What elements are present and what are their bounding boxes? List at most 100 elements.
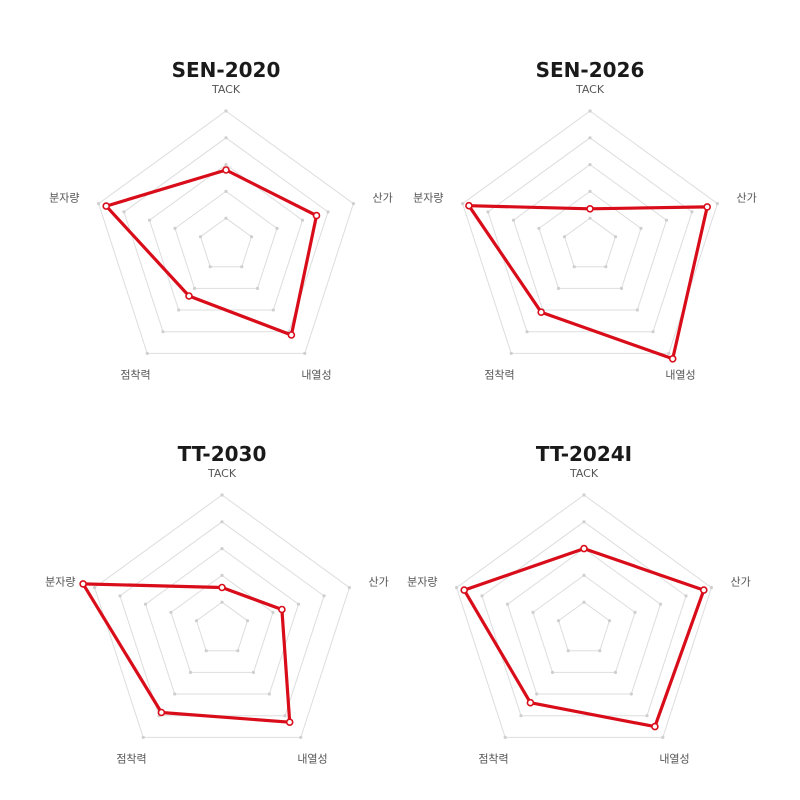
grid-dot xyxy=(598,649,602,653)
data-point xyxy=(285,718,294,727)
grid-dot xyxy=(122,210,126,214)
grid-dot xyxy=(651,330,655,334)
grid-dot xyxy=(588,163,592,167)
grid-dot xyxy=(224,189,228,193)
grid-dot xyxy=(658,602,663,606)
grid-dot xyxy=(505,602,510,606)
grid-dot xyxy=(667,351,671,355)
grid-dot xyxy=(531,610,535,614)
grid-dot xyxy=(509,351,513,355)
grid-dot xyxy=(173,692,177,696)
grid-dot xyxy=(220,573,224,577)
grid-dot xyxy=(588,109,592,113)
grid-dot xyxy=(709,586,713,590)
axis-label: 분자량 xyxy=(413,191,443,204)
grid-ring xyxy=(170,574,274,673)
axis-label: 내열성 xyxy=(297,753,327,766)
grid-dot xyxy=(635,308,639,312)
grid-dot xyxy=(519,714,523,718)
grid-dot xyxy=(645,714,649,718)
grid-dot xyxy=(461,202,465,206)
axis-label: TACK xyxy=(207,467,237,480)
grid-dot xyxy=(194,619,199,623)
grid-dot xyxy=(511,218,516,222)
grid-dot xyxy=(220,600,224,604)
grid-dot xyxy=(537,226,541,230)
data-point xyxy=(465,201,473,210)
grid-dot xyxy=(347,586,351,590)
grid-dot xyxy=(271,610,275,614)
grid-dot xyxy=(684,594,688,598)
grid-dot xyxy=(299,735,303,739)
chart-title: TT-2030 xyxy=(177,442,267,466)
data-point xyxy=(102,202,110,210)
grid-dot xyxy=(118,594,122,598)
grid-dot xyxy=(296,602,301,606)
data-point xyxy=(699,586,708,594)
grid-dot xyxy=(572,265,576,269)
grid-dot xyxy=(240,265,244,269)
grid-dot xyxy=(582,493,586,497)
data-point xyxy=(157,708,166,717)
grid-dot xyxy=(224,216,228,220)
grid-dot xyxy=(224,163,228,167)
data-point xyxy=(312,211,321,220)
grid-dot xyxy=(613,670,618,674)
grid-dot xyxy=(664,218,669,222)
series-line xyxy=(104,168,319,337)
data-point xyxy=(668,354,677,363)
axis-label: 산가 xyxy=(737,191,757,204)
grid-dot xyxy=(275,226,279,230)
axis-label: 분자량 xyxy=(407,575,437,588)
grid-dot xyxy=(556,286,561,290)
radar-panel: TACK 산가 내열성 점착력 분자량 TT-2030 xyxy=(0,384,396,784)
grid-dot xyxy=(192,286,197,290)
grid-dot xyxy=(582,600,586,604)
grid-dot xyxy=(303,351,307,355)
grid-ring xyxy=(144,547,300,695)
grid-dot xyxy=(300,218,305,222)
series-line xyxy=(467,204,709,361)
grid-dot xyxy=(161,330,165,334)
grid-ring xyxy=(94,494,350,738)
grid-dot xyxy=(566,649,570,653)
axis-label: 내열성 xyxy=(665,369,695,382)
grid-dot xyxy=(271,308,275,312)
axis-label: 산가 xyxy=(369,575,389,588)
grid-dot xyxy=(249,235,254,239)
grid-ring xyxy=(532,574,636,673)
grid-ring xyxy=(195,601,249,652)
data-point xyxy=(218,583,226,592)
grid-ring xyxy=(199,217,253,268)
data-point xyxy=(703,203,712,211)
grid-dot xyxy=(588,216,592,220)
grid-ring xyxy=(538,190,642,289)
grid-ring xyxy=(98,110,354,354)
series-line xyxy=(81,582,292,724)
grid-dot xyxy=(220,493,224,497)
grid-ring xyxy=(506,547,662,695)
grid-dot xyxy=(582,520,586,524)
grid-dot xyxy=(177,308,181,312)
grid-dot xyxy=(251,670,256,674)
grid-dot xyxy=(198,235,203,239)
grid-dot xyxy=(604,265,608,269)
axis-label: 내열성 xyxy=(659,753,689,766)
grid-dot xyxy=(283,714,287,718)
grid-ring xyxy=(456,494,712,738)
data-point xyxy=(222,166,230,174)
grid-dot xyxy=(208,265,212,269)
grid-dot xyxy=(582,573,586,577)
grid-dot xyxy=(141,735,145,739)
grid-dot xyxy=(715,202,719,206)
grid-dot xyxy=(236,649,240,653)
axis-label: TACK xyxy=(575,83,605,96)
data-point xyxy=(185,292,193,300)
grid-dot xyxy=(204,649,208,653)
grid-dot xyxy=(629,692,633,696)
